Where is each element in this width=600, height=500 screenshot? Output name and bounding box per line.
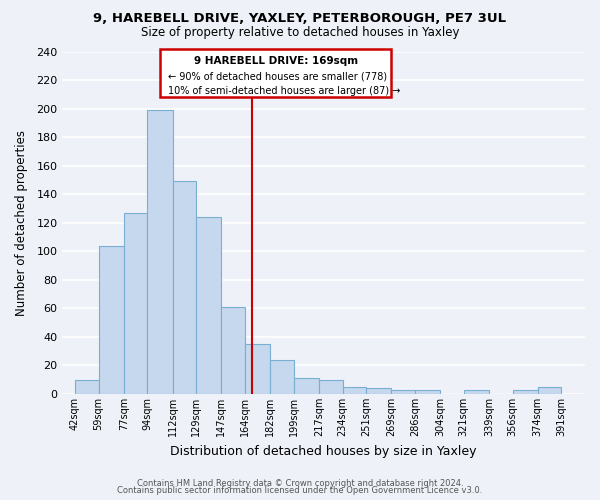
Y-axis label: Number of detached properties: Number of detached properties [15,130,28,316]
Bar [270,360,294,394]
Bar [464,390,489,394]
Bar [366,388,391,394]
Text: Contains HM Land Registry data © Crown copyright and database right 2024.: Contains HM Land Registry data © Crown c… [137,478,463,488]
Text: 9, HAREBELL DRIVE, YAXLEY, PETERBOROUGH, PE7 3UL: 9, HAREBELL DRIVE, YAXLEY, PETERBOROUGH,… [94,12,506,26]
Bar [148,110,173,394]
Text: Contains public sector information licensed under the Open Government Licence v3: Contains public sector information licen… [118,486,482,495]
Bar [221,307,245,394]
Bar [319,380,343,394]
FancyBboxPatch shape [160,48,391,97]
Text: ← 90% of detached houses are smaller (778): ← 90% of detached houses are smaller (77… [169,72,388,82]
Bar [173,182,196,394]
Bar [124,213,148,394]
Bar [245,344,270,394]
X-axis label: Distribution of detached houses by size in Yaxley: Distribution of detached houses by size … [170,444,477,458]
Bar [196,217,221,394]
Text: Size of property relative to detached houses in Yaxley: Size of property relative to detached ho… [141,26,459,39]
Bar [75,380,98,394]
Text: 10% of semi-detached houses are larger (87) →: 10% of semi-detached houses are larger (… [169,86,401,96]
Bar [415,390,440,394]
Bar [98,246,124,394]
Text: 9 HAREBELL DRIVE: 169sqm: 9 HAREBELL DRIVE: 169sqm [194,56,358,66]
Bar [538,387,562,394]
Bar [512,390,538,394]
Bar [391,390,415,394]
Bar [343,387,366,394]
Bar [294,378,319,394]
